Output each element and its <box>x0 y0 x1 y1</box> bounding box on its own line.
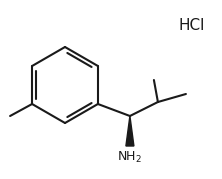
Polygon shape <box>126 116 134 146</box>
Text: HCl: HCl <box>179 18 205 33</box>
Text: NH$_2$: NH$_2$ <box>117 150 142 165</box>
